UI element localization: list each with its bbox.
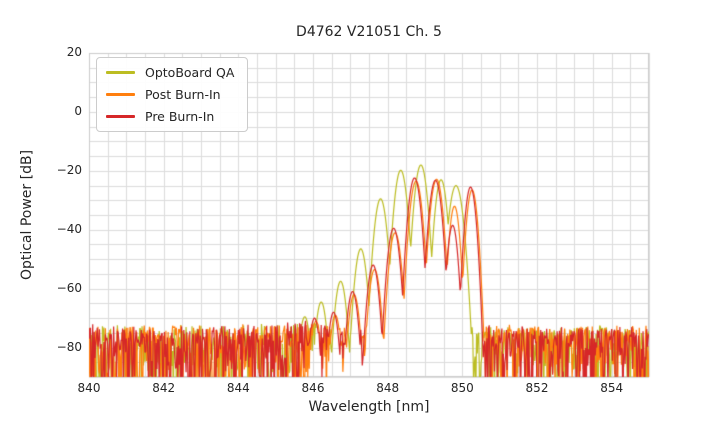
x-tick-label-848: 848 [376,381,400,395]
legend-item-pre-burn-in: Pre Burn-In [106,109,234,124]
y-tick-label-0: 0 [74,103,82,118]
legend-item-optoboard-qa: OptoBoard QA [106,65,234,80]
y-tick-label-20: 20 [66,45,82,59]
x-tick-label-842: 842 [152,381,176,395]
x-tick-label-852: 852 [525,381,549,395]
legend-line-swatch-optoboard-qa [106,71,135,74]
y-tick-label--20: −20 [56,162,82,177]
y-tick-label--40: −40 [56,221,82,236]
x-axis-label: Wavelength [nm] [308,399,430,415]
legend-label-post-burn-in: Post Burn-In [145,87,221,102]
x-tick-label-846: 846 [301,381,325,395]
x-tick-label-840: 840 [77,381,101,395]
legend-line-swatch-post-burn-in [106,93,135,96]
legend-line-swatch-pre-burn-in [106,115,135,118]
chart-title: D4762 V21051 Ch. 5 [296,24,442,40]
y-tick-label--60: −60 [56,280,82,295]
legend-label-optoboard-qa: OptoBoard QA [145,65,235,80]
x-tick-label-854: 854 [600,381,624,395]
legend: OptoBoard QA Post Burn-In Pre Burn-In [96,57,249,132]
x-tick-label-850: 850 [450,381,474,395]
y-tick-label--80: −80 [56,339,82,354]
legend-label-pre-burn-in: Pre Burn-In [145,109,215,124]
legend-item-post-burn-in: Post Burn-In [106,87,234,102]
x-tick-label-844: 844 [226,381,250,395]
